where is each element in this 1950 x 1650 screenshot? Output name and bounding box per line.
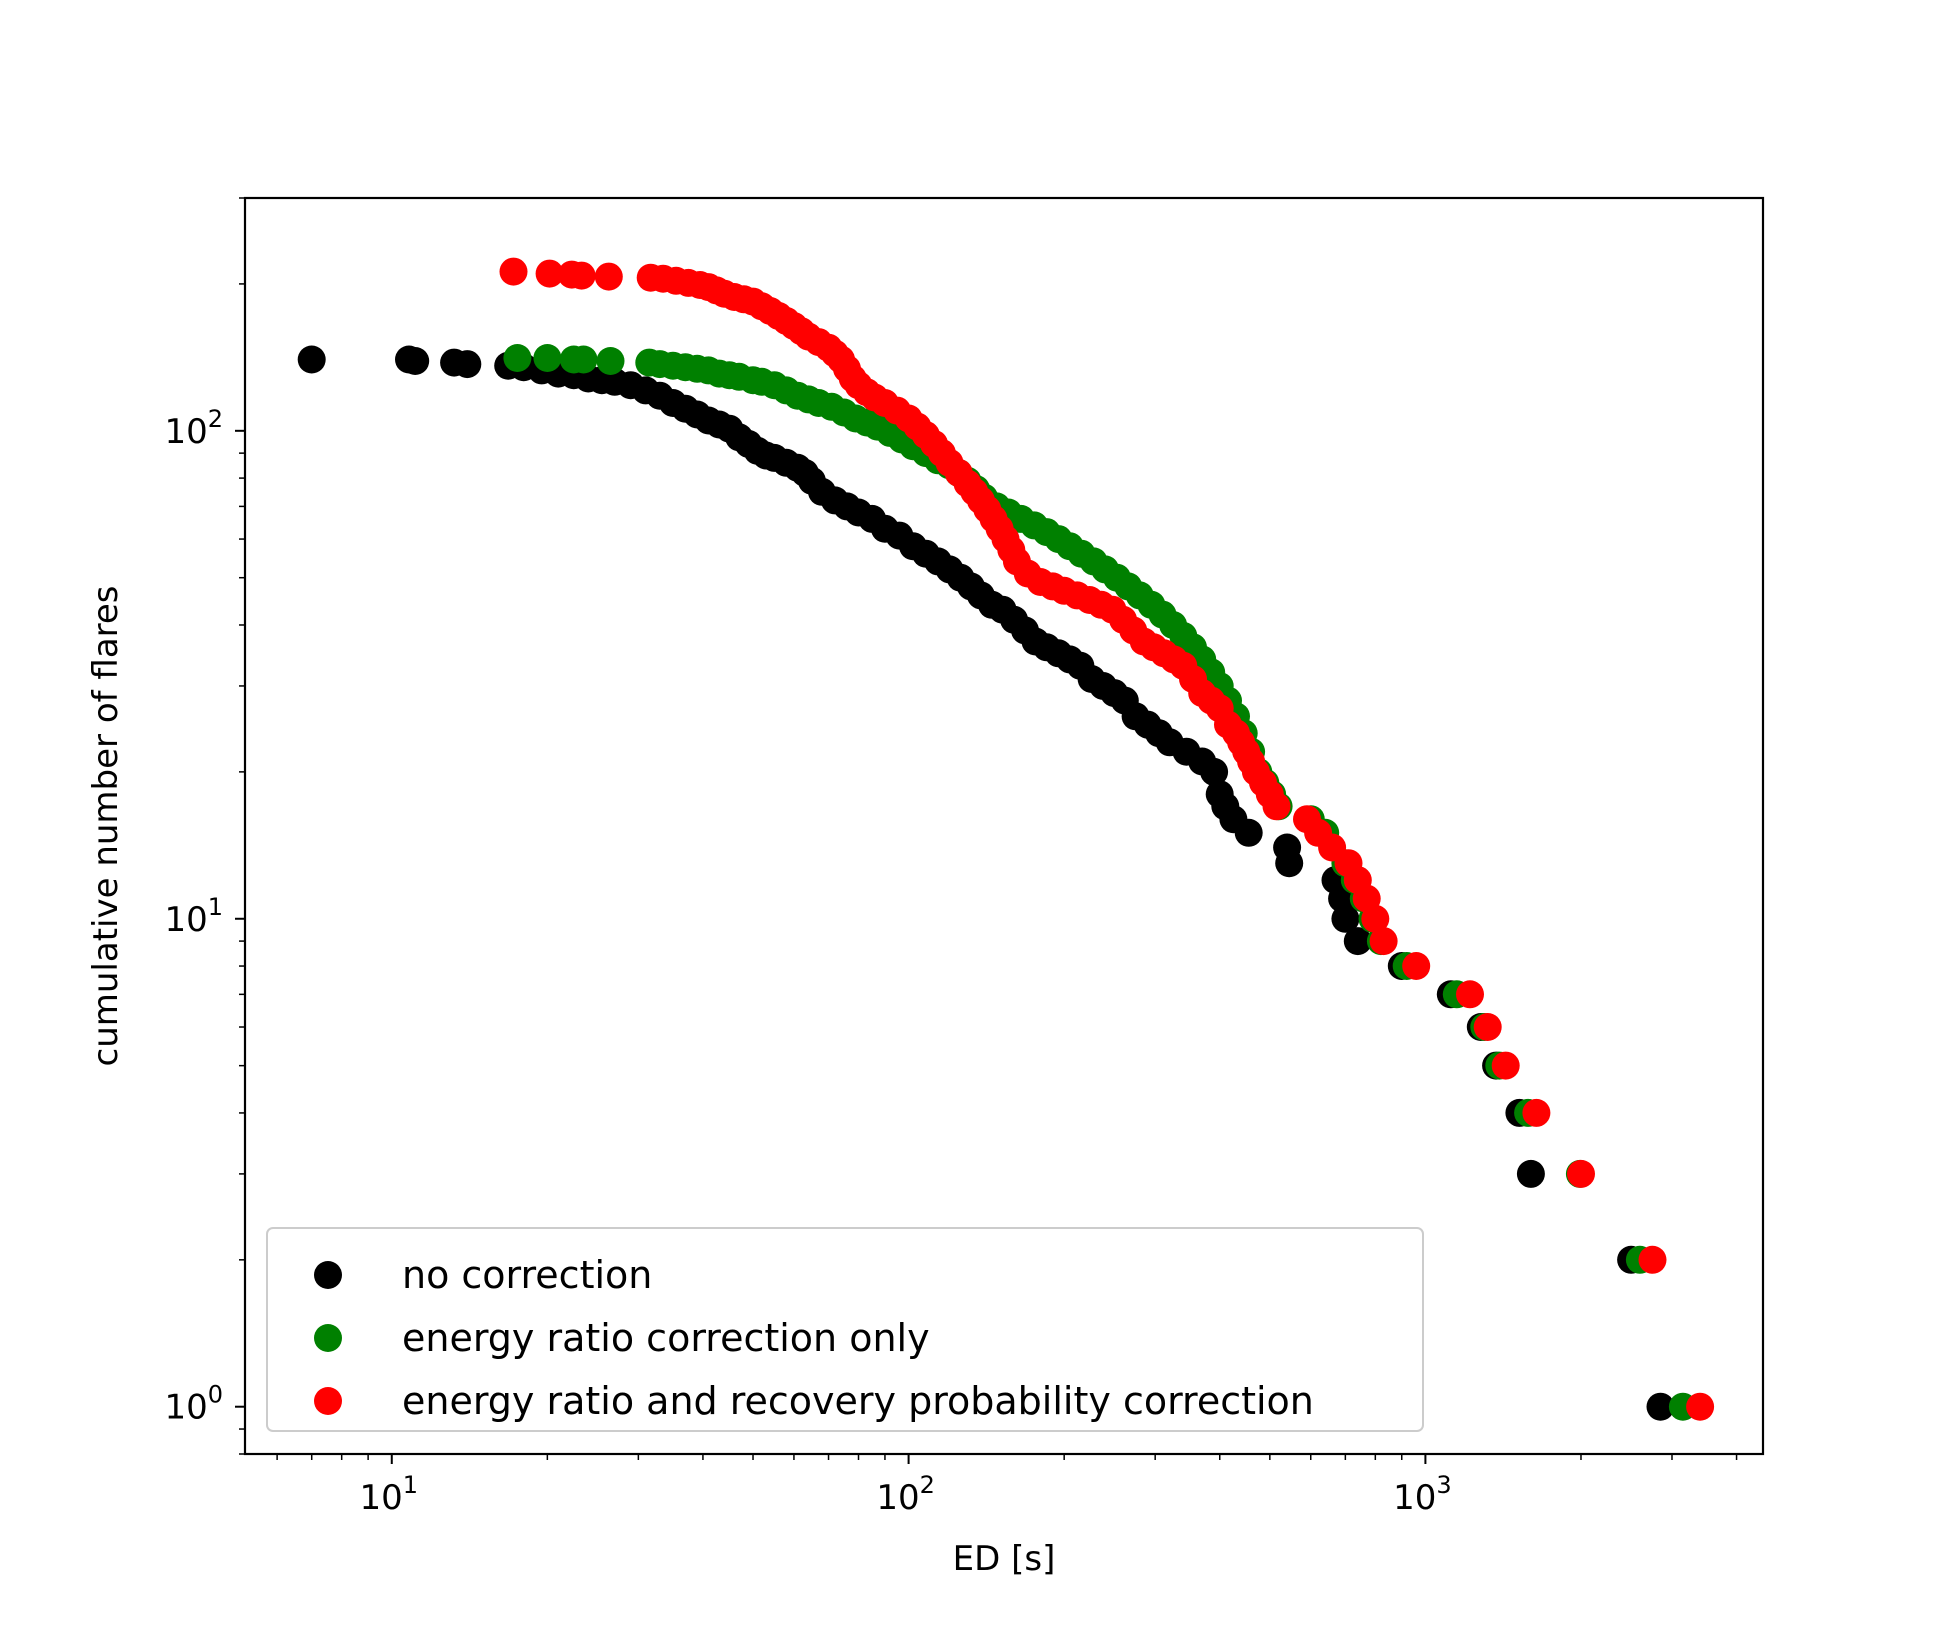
data-point-s2-93	[1686, 1392, 1715, 1421]
data-point-s0-70	[1275, 849, 1304, 878]
x-tick-label-0: 101	[360, 1471, 419, 1518]
data-point-s2-84	[1361, 904, 1390, 933]
data-point-s0-80	[1516, 1159, 1545, 1188]
x-tick-label-2: 103	[1393, 1471, 1452, 1518]
data-point-s2-90	[1522, 1098, 1551, 1127]
data-point-s2-0	[499, 257, 528, 286]
data-point-s2-77	[1262, 792, 1291, 821]
y-axis: 100 101 102	[164, 197, 245, 1455]
x-axis: 101 102 103	[276, 1454, 1738, 1518]
legend-label-0: no correction	[402, 1253, 652, 1297]
points-layer	[297, 257, 1715, 1421]
x-axis-label: ED [s]	[953, 1539, 1056, 1579]
data-point-s0-4	[453, 350, 482, 379]
data-point-s1-4	[596, 347, 625, 375]
data-point-s2-4	[594, 262, 623, 291]
data-point-s2-3	[567, 261, 596, 290]
data-point-s0-64	[1200, 757, 1229, 786]
data-point-s2-85	[1369, 927, 1398, 956]
legend-marker-0	[314, 1261, 342, 1289]
legend-label-1: energy ratio correction only	[402, 1316, 930, 1360]
plot-frame	[243, 196, 1765, 1456]
data-point-s0-0	[297, 345, 326, 374]
x-tick-label-1: 102	[876, 1471, 935, 1518]
y-tick-label-0: 100	[164, 1381, 223, 1428]
data-point-s2-89	[1491, 1051, 1520, 1080]
legend-box	[266, 1227, 1424, 1432]
y-tick-label-1: 101	[164, 893, 223, 940]
y-tick-label-2: 102	[164, 405, 223, 452]
data-point-s0-73	[1331, 904, 1360, 933]
data-point-s0-74	[1343, 927, 1372, 956]
legend: no correction energy ratio correction onl…	[266, 1227, 1424, 1432]
legend-marker-2	[314, 1387, 342, 1415]
y-axis-label: cumulative number of flares	[86, 585, 126, 1066]
data-point-s0-2	[401, 347, 430, 375]
data-point-s1-3	[569, 345, 598, 374]
data-point-s1-0	[503, 344, 532, 372]
data-point-s1-1	[533, 344, 562, 372]
data-point-s2-91	[1567, 1159, 1595, 1188]
data-point-s2-88	[1473, 1013, 1502, 1041]
data-point-s0-68	[1234, 818, 1263, 847]
data-point-s2-92	[1638, 1245, 1667, 1274]
data-point-s2-1	[535, 259, 564, 288]
data-point-s2-87	[1456, 980, 1484, 1009]
legend-marker-1	[314, 1324, 342, 1352]
legend-label-2: energy ratio and recovery probability co…	[402, 1379, 1314, 1423]
data-point-s0-82	[1646, 1392, 1675, 1421]
data-point-s2-86	[1402, 952, 1431, 980]
